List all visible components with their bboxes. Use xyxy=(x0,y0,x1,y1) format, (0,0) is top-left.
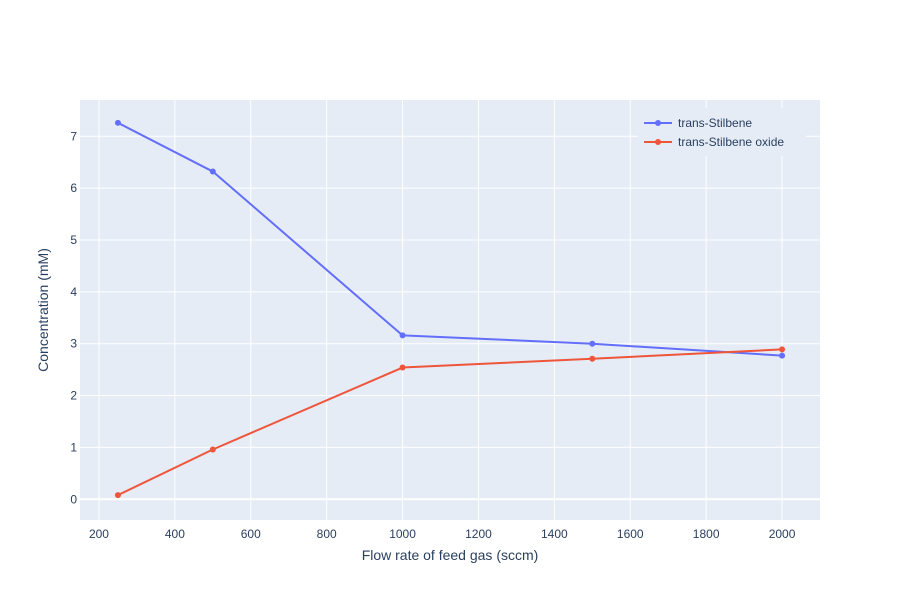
y-tick-label: 1 xyxy=(70,440,77,454)
data-point xyxy=(114,119,121,126)
data-point xyxy=(209,168,216,175)
series-layer xyxy=(114,119,786,499)
legend-label: trans-Stilbene xyxy=(678,116,752,130)
plot-background xyxy=(80,100,820,520)
legend-item-trans-stilbene[interactable]: trans-Stilbene xyxy=(644,116,752,130)
legend-swatch-marker xyxy=(655,139,661,145)
legend-swatch-marker xyxy=(655,120,661,126)
y-tick-label: 2 xyxy=(70,389,77,403)
x-tick-label: 200 xyxy=(89,527,109,541)
legend-item-trans-stilbene-oxide[interactable]: trans-Stilbene oxide xyxy=(644,135,784,149)
y-axis-title: Concentration (mM) xyxy=(35,248,51,372)
x-tick-label: 800 xyxy=(317,527,337,541)
data-point xyxy=(779,346,786,353)
data-point xyxy=(399,332,406,339)
legend-background xyxy=(638,108,806,156)
series-1 xyxy=(114,346,786,499)
data-point xyxy=(114,492,121,499)
y-tick-label: 3 xyxy=(70,337,77,351)
y-tick-label: 0 xyxy=(70,492,77,506)
data-point xyxy=(589,355,596,362)
y-tick-label: 5 xyxy=(70,233,77,247)
data-point xyxy=(779,352,786,359)
x-gridlines xyxy=(98,100,783,520)
data-point xyxy=(209,446,216,453)
data-point xyxy=(589,340,596,347)
x-tick-label: 600 xyxy=(241,527,261,541)
y-gridlines xyxy=(80,135,820,501)
x-tick-label: 1800 xyxy=(693,527,720,541)
y-tick-label: 6 xyxy=(70,181,77,195)
y-tick-label: 7 xyxy=(70,129,77,143)
x-tick-label: 2000 xyxy=(769,527,796,541)
series-0 xyxy=(114,119,786,359)
y-tick-label: 4 xyxy=(70,285,77,299)
x-tick-label: 400 xyxy=(165,527,185,541)
legend[interactable]: trans-Stilbene trans-Stilbene oxide xyxy=(638,108,806,156)
y-tick-labels: 0 1 2 3 4 5 6 7 xyxy=(70,129,77,506)
x-tick-label: 1200 xyxy=(465,527,492,541)
x-tick-labels: 200 400 600 800 1000 1200 1400 1600 1800 2000 xyxy=(89,527,796,541)
x-axis-title: Flow rate of feed gas (sccm) xyxy=(362,547,539,563)
x-tick-label: 1600 xyxy=(617,527,644,541)
data-point xyxy=(399,364,406,371)
legend-label: trans-Stilbene oxide xyxy=(678,135,784,149)
x-tick-label: 1400 xyxy=(541,527,568,541)
x-tick-label: 1000 xyxy=(389,527,416,541)
